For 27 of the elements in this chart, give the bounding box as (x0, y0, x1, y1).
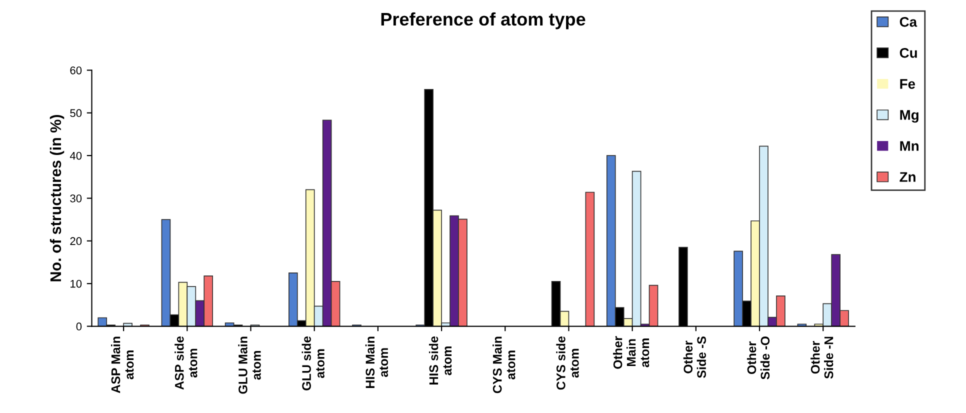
x-tick-label: Other Side -O (746, 336, 770, 380)
y-axis-title: No. of structures (in %) (50, 114, 64, 282)
x-tick-label: Other Side -S (683, 336, 706, 378)
x-tick-label: HIS side atom (428, 336, 452, 384)
y-tick-label: 60 (70, 66, 82, 74)
x-tick-label: GLU Main atom (238, 336, 261, 394)
y-tick-label: 0 (76, 322, 82, 330)
x-tick-label: HIS Main atom (365, 336, 388, 388)
y-tick-label: 10 (70, 280, 82, 288)
legend-label: Ca (900, 16, 918, 27)
legend-label: Mn (900, 141, 918, 151)
x-tick-label: ASP Main atom (111, 336, 134, 394)
legend-label: Mg (900, 110, 918, 123)
x-tick-label: Other Side -N (810, 336, 834, 379)
x-tick-label: ASP side atom (174, 336, 198, 390)
y-tick-label: 30 (70, 194, 82, 202)
legend-label: Zn (900, 172, 916, 182)
y-tick-label: 20 (70, 237, 82, 246)
x-tick-label: CYS Main atom (492, 336, 516, 394)
x-tick-label: GLU side atom (302, 336, 324, 390)
x-tick-label: CYS side atom (556, 336, 579, 390)
y-tick-label: 40 (70, 152, 82, 160)
y-tick-label: 50 (70, 109, 82, 118)
legend-label: Fe (900, 79, 916, 89)
x-tick-label: Other Main atom (613, 336, 650, 369)
legend-label: Cu (900, 48, 917, 58)
chart-title: Preference of atom type (381, 12, 586, 30)
